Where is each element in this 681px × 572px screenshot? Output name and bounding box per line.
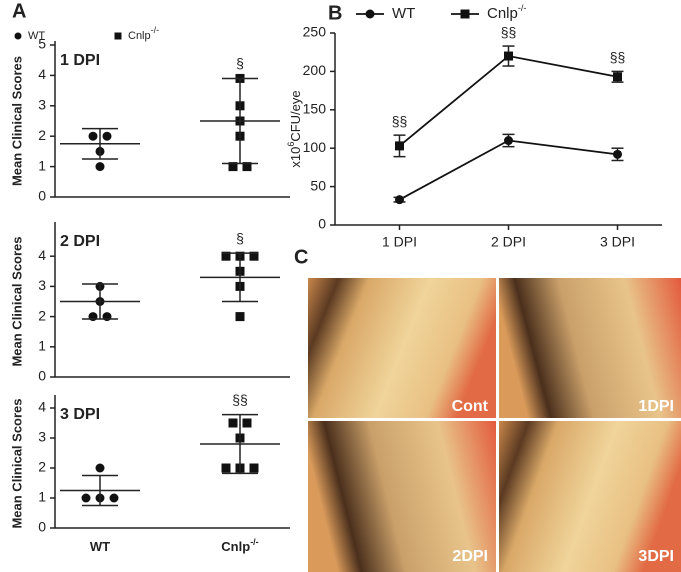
legend-label-sup: -/-: [518, 3, 527, 13]
y-tick-label: 3: [38, 97, 46, 113]
legend-label: WT: [28, 30, 45, 42]
data-point: [249, 251, 259, 261]
y-tick-label: 0: [38, 188, 46, 204]
x-tick-label-part: Cnlp: [221, 539, 250, 554]
y-tick-label: 3: [38, 429, 46, 445]
significance: §§: [501, 24, 517, 40]
y-axis-label: x106CFU/eye: [286, 90, 303, 167]
micrograph: [308, 421, 496, 572]
y-tick-label: 150: [303, 101, 327, 117]
data-point: [228, 418, 238, 428]
significance: §: [236, 55, 244, 71]
data-point: [613, 72, 622, 82]
data-point: [109, 493, 119, 503]
data-point: [613, 149, 622, 159]
y-tick-label: 0: [38, 519, 46, 535]
panel-title: 1 DPI: [60, 52, 100, 69]
micrograph: [499, 421, 681, 572]
data-point: [228, 162, 238, 172]
legend-label-part: WT: [392, 5, 415, 22]
y-axis-label-part: CFU/eye: [288, 90, 303, 141]
y-tick-label: 200: [303, 62, 327, 78]
data-point: [395, 195, 404, 205]
data-point: [395, 141, 404, 151]
data-point: [114, 32, 122, 40]
y-tick-label: 3: [38, 277, 46, 293]
y-tick-label: 4: [38, 247, 46, 263]
legend-label-sup: -/-: [151, 25, 160, 35]
data-point: [504, 51, 513, 61]
data-point: [365, 9, 375, 19]
legend-label: WT: [392, 5, 415, 22]
x-tick-label: 1 DPI: [382, 234, 417, 250]
panel-title: 2 DPI: [60, 233, 100, 250]
micrograph-panel: Cont 1DPI 2DPI 3DPI: [308, 278, 681, 572]
y-tick-label: 250: [303, 24, 327, 40]
panel-label: B: [328, 2, 342, 24]
legend-label: Cnlp-/-: [128, 25, 159, 42]
y-tick-label: 5: [38, 36, 46, 52]
x-tick-label: WT: [90, 539, 110, 554]
significance: §§: [232, 391, 248, 407]
x-tick-label: Cnlp-/-: [221, 537, 258, 554]
data-point: [81, 493, 91, 503]
micrograph: [308, 278, 496, 418]
panel-label: A: [12, 0, 26, 22]
series-line: [398, 55, 618, 147]
y-tick-label: 2: [38, 307, 46, 323]
y-tick-label: 1: [38, 157, 46, 173]
data-point: [95, 162, 105, 172]
x-tick-label: 2 DPI: [491, 234, 526, 250]
legend-label-part: Cnlp: [128, 30, 151, 42]
y-tick-label: 2: [38, 127, 46, 143]
data-point: [235, 312, 245, 322]
x-tick-label: 3 DPI: [600, 234, 635, 250]
micrograph-label: 3DPI: [638, 548, 674, 565]
y-axis-label-part: x10: [288, 147, 303, 168]
data-point: [14, 32, 22, 40]
data-point: [242, 162, 252, 172]
micrograph-label: 1DPI: [638, 398, 674, 415]
data-point: [221, 251, 231, 261]
data-point: [504, 136, 513, 146]
data-point: [460, 9, 470, 19]
significance: §§: [610, 49, 626, 65]
data-point: [102, 131, 112, 141]
micrograph-label: Cont: [452, 398, 489, 415]
x-tick-label-sup: -/-: [250, 537, 259, 547]
y-tick-label: 0: [318, 216, 326, 232]
y-tick-label: 50: [310, 177, 326, 193]
y-tick-label: 2: [38, 459, 46, 475]
y-axis-label-sup: 6: [286, 142, 296, 147]
y-tick-label: 100: [303, 139, 327, 155]
micrograph: [499, 278, 681, 418]
legend-label: Cnlp-/-: [487, 3, 526, 22]
y-tick-label: 4: [38, 399, 46, 415]
y-axis-label: Mean Clinical Scores: [9, 398, 24, 528]
y-tick-label: 4: [38, 66, 46, 82]
legend-label-part: WT: [28, 30, 45, 42]
data-point: [242, 418, 252, 428]
panel-label: C: [294, 246, 308, 268]
data-point: [95, 463, 105, 473]
data-point: [221, 463, 231, 473]
significance: §§: [392, 113, 408, 129]
data-point: [88, 131, 98, 141]
x-tick-label-part: WT: [90, 539, 110, 554]
series-line: [399, 139, 618, 201]
data-point: [249, 463, 259, 473]
significance: §: [236, 230, 244, 246]
panel-title: 3 DPI: [60, 406, 100, 423]
legend-label-part: Cnlp: [487, 5, 518, 22]
y-axis-label: Mean Clinical Scores: [9, 56, 24, 186]
y-tick-label: 1: [38, 338, 46, 354]
y-axis-label: Mean Clinical Scores: [9, 236, 24, 366]
y-tick-label: 0: [38, 368, 46, 384]
y-tick-label: 1: [38, 489, 46, 505]
micrograph-label: 2DPI: [452, 548, 488, 565]
